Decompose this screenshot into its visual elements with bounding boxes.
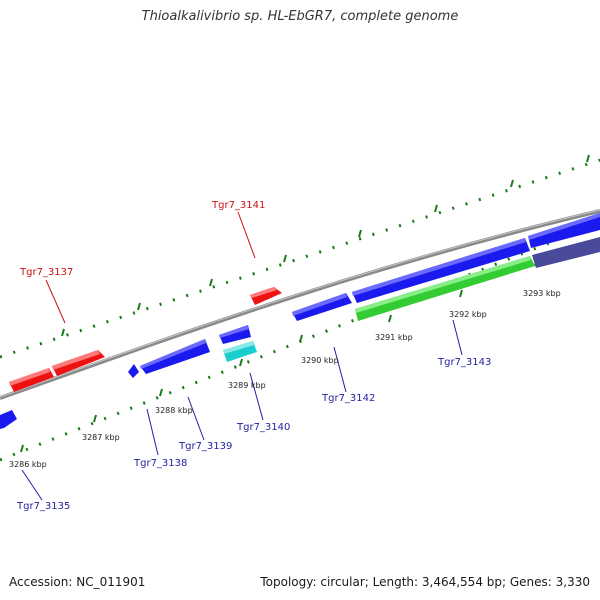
scale-label: 3291 kbp — [375, 333, 413, 342]
gene-tgr7-3140-arrow[interactable] — [223, 341, 257, 362]
scale-label: 3288 kbp — [155, 406, 193, 415]
topology-text: Topology: circular; Length: 3,464,554 bp… — [260, 575, 590, 589]
gene-tgr7-3139b-arrow[interactable] — [219, 325, 251, 344]
gene-label-tgr7-3137[interactable]: Tgr7_3137 — [19, 267, 73, 278]
gene-label-tgr7-3141[interactable]: Tgr7_3141 — [211, 200, 265, 211]
gene-large-forward-arrow[interactable] — [352, 238, 530, 303]
gene-tgr7-3139-arrow[interactable] — [140, 339, 210, 374]
gene-right-forward-arrow[interactable] — [528, 213, 600, 248]
upper-ruler — [0, 158, 600, 359]
scale-labels: 3286 kbp 3287 kbp 3288 kbp 3289 kbp 3290… — [9, 289, 561, 469]
accession-text: Accession: NC_011901 — [9, 575, 146, 589]
scale-label: 3292 kbp — [449, 310, 487, 319]
gene-tgr7-3138-arrow[interactable] — [128, 364, 139, 378]
label-leaders — [21, 211, 463, 501]
gene-label-tgr7-3140[interactable]: Tgr7_3140 — [236, 422, 290, 433]
gene-label-tgr7-3139[interactable]: Tgr7_3139 — [178, 441, 232, 452]
gene-tgr7-3135-arrow[interactable] — [0, 410, 17, 429]
scale-label: 3286 kbp — [9, 460, 47, 469]
gene-faded-arrow[interactable] — [532, 237, 600, 268]
gene-label-tgr7-3138[interactable]: Tgr7_3138 — [133, 458, 187, 469]
scale-label: 3290 kbp — [301, 356, 339, 365]
scale-label: 3289 kbp — [228, 381, 266, 390]
gene-label-tgr7-3142[interactable]: Tgr7_3142 — [321, 393, 375, 404]
gene-tgr7-3143-arrow[interactable] — [355, 256, 535, 321]
genome-backbone-highlight — [0, 209, 600, 398]
gene-label-tgr7-3143[interactable]: Tgr7_3143 — [437, 357, 491, 368]
gene-tgr7-3141-arrow[interactable] — [250, 287, 282, 305]
gene-label-tgr7-3135[interactable]: Tgr7_3135 — [16, 501, 70, 512]
gene-tgr7-3142-arrow[interactable] — [292, 293, 352, 321]
upper-ruler-major-ticks — [61, 154, 590, 337]
genome-title: Thioalkalivibrio sp. HL-EbGR7, complete … — [141, 9, 459, 24]
genome-backbone — [0, 209, 600, 400]
gene-tgr7-3137-arrow[interactable] — [9, 350, 105, 392]
scale-label: 3287 kbp — [82, 433, 120, 442]
scale-label: 3293 kbp — [523, 289, 561, 298]
gene-labels: Tgr7_3137 Tgr7_3141 Tgr7_3135 Tgr7_3138 … — [16, 200, 491, 512]
